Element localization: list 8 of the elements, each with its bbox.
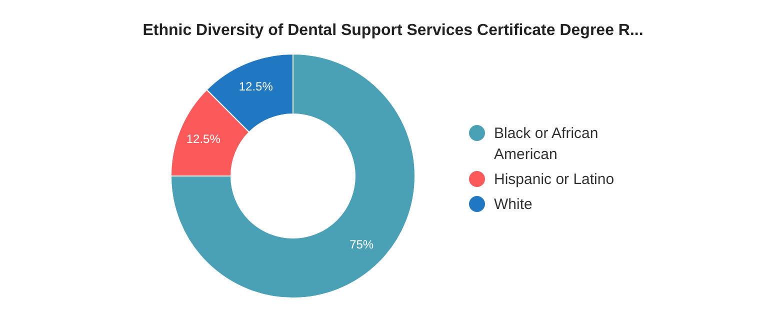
data-label: 12.5% — [238, 79, 274, 94]
donut-slice — [170, 54, 416, 298]
legend-label: Hispanic or Latino — [494, 170, 614, 190]
legend-label: Black or African American — [494, 124, 600, 165]
chart-title: Ethnic Diversity of Dental Support Services Certificate Degree R... — [142, 22, 644, 40]
legend-label: White — [494, 195, 532, 215]
data-label: 12.5% — [186, 132, 221, 146]
data-label: 75% — [350, 238, 374, 252]
